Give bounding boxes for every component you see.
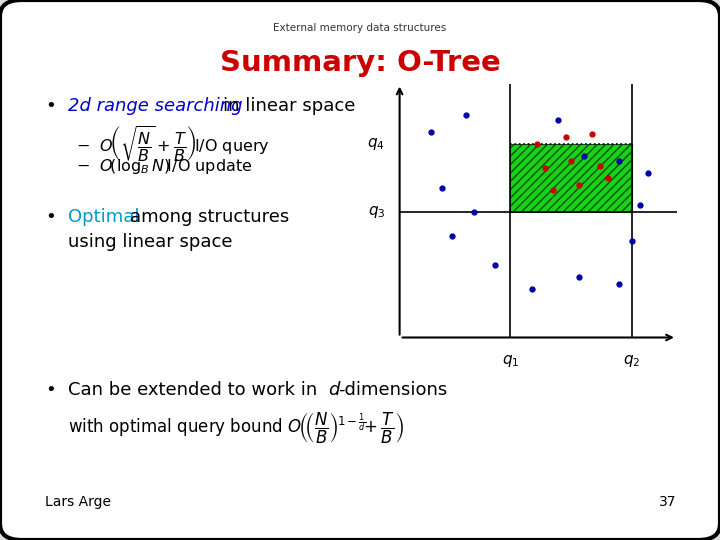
Text: 37: 37: [660, 495, 677, 509]
Text: Optimal: Optimal: [68, 208, 140, 226]
Text: 2d range searching: 2d range searching: [68, 97, 243, 115]
Text: •: •: [45, 97, 56, 115]
Text: among structures: among structures: [130, 208, 289, 226]
Text: -dimensions: -dimensions: [338, 381, 447, 399]
Text: $q_4$: $q_4$: [367, 136, 385, 152]
Text: Lars Arge: Lars Arge: [45, 495, 112, 509]
Text: $-\ \ O\!\left(\log_{B} N\right)\!\mathrm{I/O\ update}$: $-\ \ O\!\left(\log_{B} N\right)\!\mathr…: [76, 157, 252, 176]
Bar: [510, 144, 632, 212]
Text: $q_2$: $q_2$: [624, 353, 641, 369]
Text: External memory data structures: External memory data structures: [274, 23, 446, 33]
Text: Can be extended to work in: Can be extended to work in: [68, 381, 323, 399]
Text: $q_1$: $q_1$: [502, 353, 519, 369]
Text: with optimal query bound $O\!\left(\!\left(\dfrac{N}{B}\right)^{\!1-\frac{1}{d}}: with optimal query bound $O\!\left(\!\le…: [68, 410, 405, 445]
Text: •: •: [45, 208, 56, 226]
Text: Summary: O-Tree: Summary: O-Tree: [220, 49, 500, 77]
Text: $q_3$: $q_3$: [367, 204, 385, 220]
Text: using linear space: using linear space: [68, 233, 233, 251]
Text: $-\ \ O\!\left(\sqrt{\dfrac{N}{B}}+\dfrac{T}{B}\right)\!\mathrm{I/O\ query}$: $-\ \ O\!\left(\sqrt{\dfrac{N}{B}}+\dfra…: [76, 125, 269, 165]
Text: in linear space: in linear space: [223, 97, 356, 115]
Text: d: d: [328, 381, 340, 399]
Text: •: •: [45, 381, 56, 399]
